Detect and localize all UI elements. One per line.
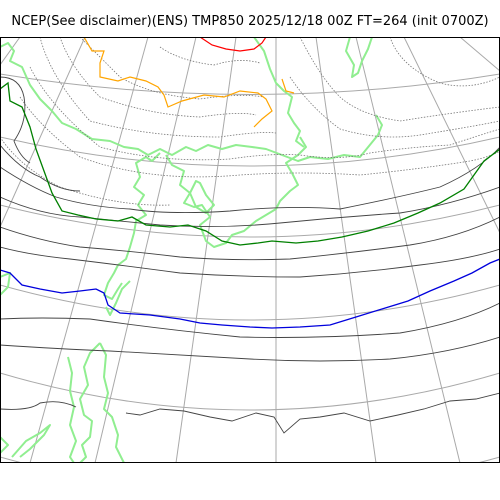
isotherm-dotted — [389, 37, 500, 87]
map-panel — [0, 37, 500, 463]
coastline — [67, 356, 77, 463]
isotherm — [0, 336, 500, 362]
map-title: NCEP(See disclaimer)(ENS) TMP850 2025/12… — [11, 14, 489, 29]
coastline — [105, 280, 131, 316]
longitude-line — [94, 37, 197, 463]
latitude-line — [0, 136, 500, 167]
graticule — [0, 37, 500, 463]
isotherm-dotted — [19, 96, 500, 178]
coastline — [189, 180, 215, 214]
coastline — [0, 272, 11, 296]
coastline — [99, 342, 125, 463]
coastline — [0, 42, 383, 162]
longitude-line — [459, 37, 500, 72]
longitude-line — [0, 37, 86, 228]
isotherm-dotted — [289, 76, 500, 138]
isotherm-0c — [0, 258, 500, 329]
coastline — [253, 37, 305, 148]
isotherm — [0, 246, 500, 278]
isotherm-dotted — [299, 37, 500, 122]
coastline — [79, 342, 101, 463]
longitude-line — [315, 37, 377, 463]
latitude-line — [0, 73, 500, 95]
coastline — [165, 136, 307, 248]
isotherm-minus12 — [0, 81, 500, 246]
coastlines — [0, 37, 383, 463]
coastline — [0, 436, 9, 454]
isotherms-solid — [0, 76, 500, 434]
longitude-line — [175, 37, 237, 463]
latitude-line — [0, 204, 500, 238]
isotherm-dotted — [79, 37, 265, 100]
isotherm-dotted — [29, 66, 500, 161]
latitude-line — [0, 372, 500, 411]
isotherms-dotted — [0, 37, 500, 206]
longitude-line — [355, 37, 461, 463]
longitude-line — [29, 37, 149, 463]
coastline — [345, 37, 373, 78]
coastline — [11, 424, 51, 458]
isotherm-minus36 — [199, 37, 267, 52]
isotherm-dotted — [0, 136, 171, 206]
isotherm — [0, 401, 77, 410]
isotherm-dotted — [159, 46, 261, 66]
isotherm — [0, 302, 500, 338]
isotherm — [0, 216, 500, 261]
isotherm — [0, 186, 500, 228]
isotherm — [125, 392, 500, 434]
isotherm-dotted — [39, 37, 277, 138]
latitude-line — [0, 284, 500, 321]
isotherm — [0, 146, 500, 214]
longitude-line — [403, 37, 500, 234]
map-frame — [0, 37, 500, 463]
longitude-line — [0, 37, 21, 66]
isotherm — [0, 76, 31, 164]
isotherm-minus24 — [83, 37, 295, 128]
isotherm — [0, 144, 81, 192]
